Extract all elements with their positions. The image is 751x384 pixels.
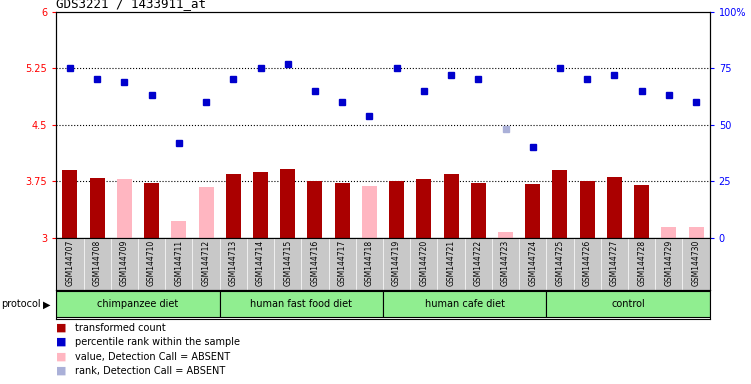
Text: GSM144730: GSM144730 <box>692 240 701 286</box>
Bar <box>198 187 213 238</box>
Bar <box>389 182 404 238</box>
Text: protocol: protocol <box>2 299 41 310</box>
Bar <box>171 222 186 238</box>
Bar <box>362 186 377 238</box>
Bar <box>634 185 649 238</box>
Bar <box>444 174 459 238</box>
Text: GSM144721: GSM144721 <box>447 240 456 286</box>
Text: GDS3221 / 1433911_at: GDS3221 / 1433911_at <box>56 0 207 10</box>
Text: value, Detection Call = ABSENT: value, Detection Call = ABSENT <box>75 352 231 362</box>
Bar <box>56 291 219 317</box>
Text: GSM144716: GSM144716 <box>310 240 319 286</box>
Text: GSM144728: GSM144728 <box>637 240 646 286</box>
Bar <box>62 170 77 238</box>
Bar <box>580 181 595 238</box>
Text: ■: ■ <box>56 323 67 333</box>
Bar <box>307 181 322 238</box>
Text: transformed count: transformed count <box>75 323 166 333</box>
Text: GSM144709: GSM144709 <box>120 240 129 286</box>
Text: GSM144717: GSM144717 <box>338 240 347 286</box>
Text: control: control <box>611 299 645 310</box>
Bar <box>689 227 704 238</box>
Bar <box>525 184 540 238</box>
Text: GSM144727: GSM144727 <box>610 240 619 286</box>
Bar <box>335 183 350 238</box>
Text: human fast food diet: human fast food diet <box>250 299 352 310</box>
Bar <box>383 291 547 317</box>
Bar <box>471 183 486 238</box>
Text: GSM144710: GSM144710 <box>147 240 156 286</box>
Text: ▶: ▶ <box>43 299 50 310</box>
Text: rank, Detection Call = ABSENT: rank, Detection Call = ABSENT <box>75 366 225 376</box>
Text: human cafe diet: human cafe diet <box>424 299 505 310</box>
Bar <box>89 178 104 238</box>
Text: GSM144719: GSM144719 <box>392 240 401 286</box>
Bar <box>280 169 295 238</box>
Text: ■: ■ <box>56 337 67 347</box>
Bar <box>416 179 431 238</box>
Text: GSM144712: GSM144712 <box>201 240 210 286</box>
Bar <box>547 291 710 317</box>
Text: GSM144715: GSM144715 <box>283 240 292 286</box>
Text: chimpanzee diet: chimpanzee diet <box>98 299 179 310</box>
Text: GSM144714: GSM144714 <box>256 240 265 286</box>
Text: GSM144722: GSM144722 <box>474 240 483 286</box>
Text: GSM144726: GSM144726 <box>583 240 592 286</box>
Bar <box>607 177 622 238</box>
Text: GSM144711: GSM144711 <box>174 240 183 286</box>
Text: ■: ■ <box>56 366 67 376</box>
Bar <box>662 227 677 238</box>
Text: GSM144713: GSM144713 <box>229 240 238 286</box>
Text: GSM144718: GSM144718 <box>365 240 374 286</box>
Bar <box>219 291 383 317</box>
Text: GSM144707: GSM144707 <box>65 240 74 286</box>
Text: GSM144720: GSM144720 <box>419 240 428 286</box>
Text: GSM144729: GSM144729 <box>665 240 674 286</box>
Text: GSM144725: GSM144725 <box>556 240 565 286</box>
Text: ■: ■ <box>56 352 67 362</box>
Bar <box>498 232 513 238</box>
Text: percentile rank within the sample: percentile rank within the sample <box>75 337 240 347</box>
Text: GSM144723: GSM144723 <box>501 240 510 286</box>
Bar <box>226 174 241 238</box>
Text: GSM144724: GSM144724 <box>528 240 537 286</box>
Bar <box>117 179 132 238</box>
Bar <box>253 172 268 238</box>
Text: GSM144708: GSM144708 <box>92 240 101 286</box>
Bar <box>553 170 568 238</box>
Bar <box>144 183 159 238</box>
